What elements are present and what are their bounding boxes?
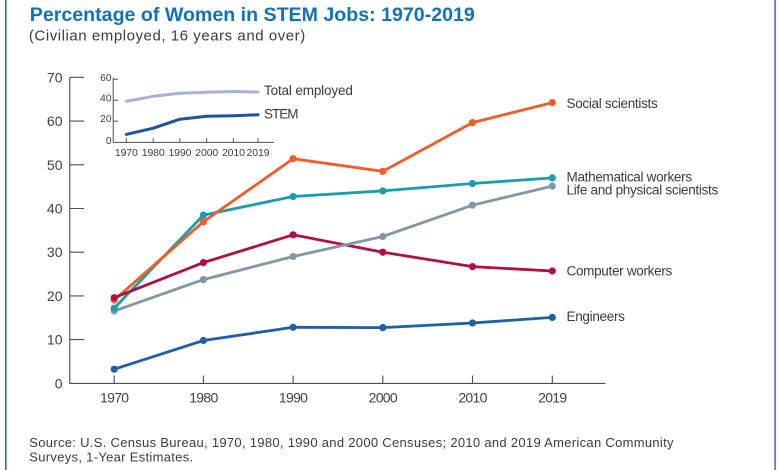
svg-text:(Civilian employed, 16 years a: (Civilian employed, 16 years and over) xyxy=(29,27,306,44)
svg-text:Mathematical workers: Mathematical workers xyxy=(567,170,693,185)
svg-text:Engineers: Engineers xyxy=(567,309,626,324)
svg-text:2010: 2010 xyxy=(458,390,487,406)
svg-text:2019: 2019 xyxy=(247,147,270,159)
svg-text:1970: 1970 xyxy=(115,147,138,159)
svg-text:70: 70 xyxy=(47,69,63,85)
svg-text:Total employed: Total employed xyxy=(264,83,353,98)
svg-text:Source: U.S. Census Bureau, 19: Source: U.S. Census Bureau, 1970, 1980, … xyxy=(29,435,674,450)
svg-text:1970: 1970 xyxy=(100,390,129,406)
svg-text:Social scientists: Social scientists xyxy=(567,96,658,111)
svg-text:Life and physical scientists: Life and physical scientists xyxy=(567,182,719,197)
svg-text:0: 0 xyxy=(106,136,112,147)
svg-text:40: 40 xyxy=(47,201,63,217)
svg-text:Percentage of Women in STEM Jo: Percentage of Women in STEM Jobs: 1970-2… xyxy=(30,4,475,26)
svg-text:60: 60 xyxy=(47,113,63,129)
svg-text:2000: 2000 xyxy=(195,147,218,159)
svg-text:1990: 1990 xyxy=(279,390,308,406)
svg-text:0: 0 xyxy=(55,375,63,391)
svg-text:1980: 1980 xyxy=(142,147,165,159)
svg-text:20: 20 xyxy=(47,288,63,304)
svg-text:2019: 2019 xyxy=(538,390,567,406)
svg-text:Computer workers: Computer workers xyxy=(567,263,673,278)
svg-text:40: 40 xyxy=(100,93,112,104)
svg-text:2000: 2000 xyxy=(369,390,398,406)
svg-text:1980: 1980 xyxy=(189,390,218,406)
svg-text:Surveys, 1-Year Estimates.: Surveys, 1-Year Estimates. xyxy=(29,449,193,464)
svg-text:60: 60 xyxy=(100,73,112,84)
svg-text:30: 30 xyxy=(47,244,63,260)
svg-text:1990: 1990 xyxy=(168,147,191,159)
svg-text:20: 20 xyxy=(100,114,112,125)
svg-text:2010: 2010 xyxy=(222,147,245,159)
svg-text:STEM: STEM xyxy=(264,107,298,122)
svg-text:10: 10 xyxy=(47,332,63,348)
svg-text:50: 50 xyxy=(47,157,63,173)
